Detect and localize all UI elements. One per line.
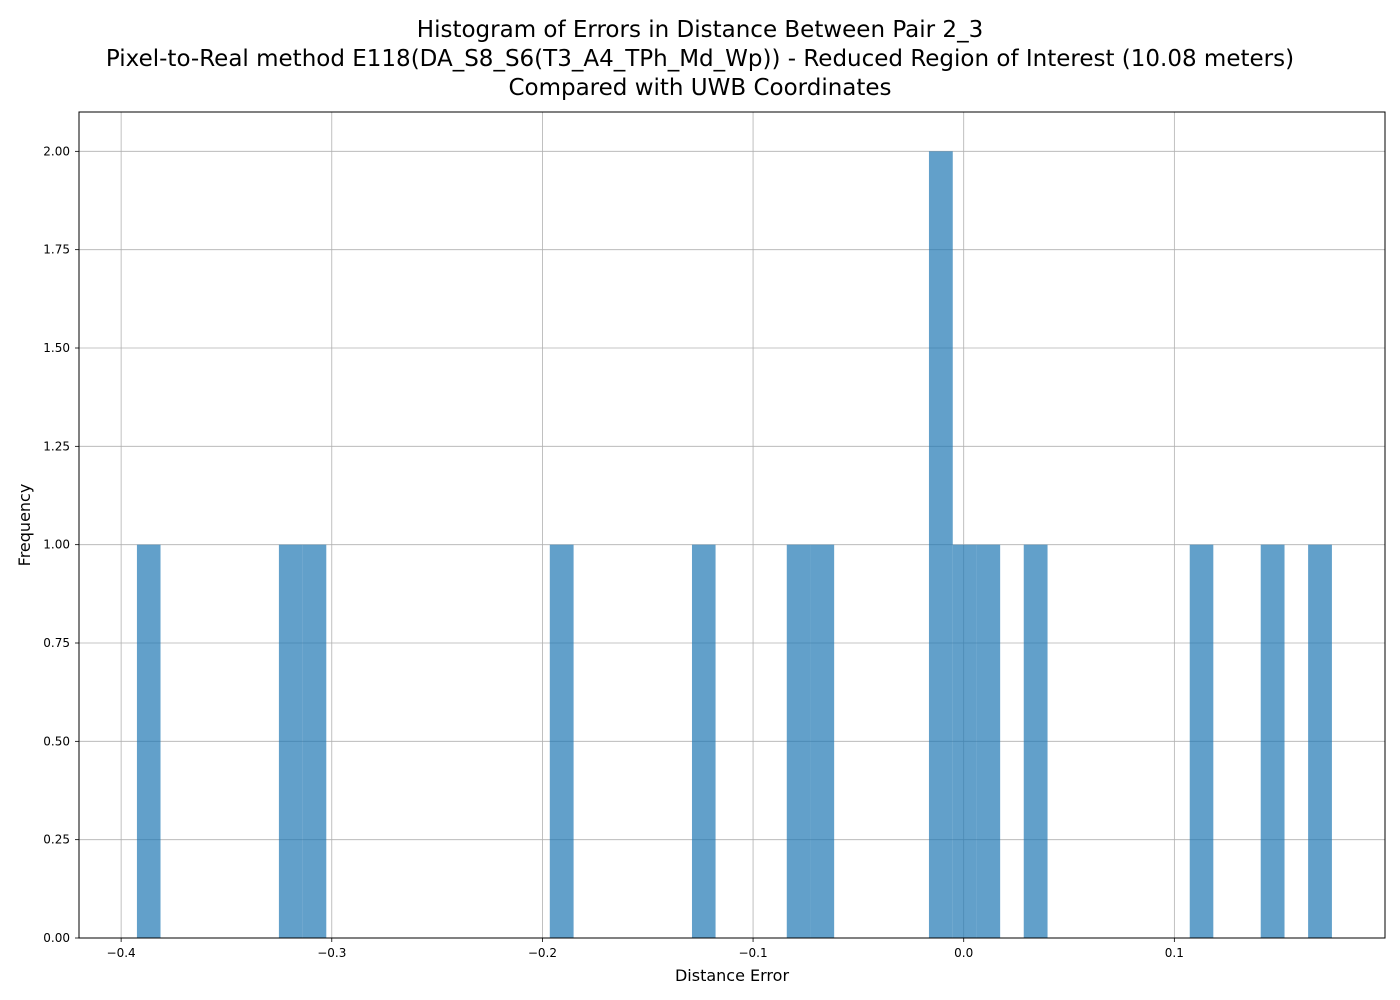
bars-layer: [136, 151, 1332, 939]
histogram-bar: [1189, 544, 1214, 938]
histogram-bar: [1260, 544, 1285, 938]
y-axis-label: Frequency: [15, 484, 34, 567]
histogram-bar: [976, 544, 1001, 938]
y-tick-label: 0.00: [43, 931, 70, 945]
y-tick-label: 2.00: [43, 144, 70, 158]
x-tick-label: −0.3: [317, 946, 346, 960]
x-tick-label: −0.1: [738, 946, 767, 960]
grid-layer: [79, 112, 1385, 939]
x-tick-label: −0.2: [528, 946, 557, 960]
chart-title-line-2: Pixel-to-Real method E118(DA_S8_S6(T3_A4…: [105, 46, 1295, 72]
chart-title-line-3: Compared with UWB Coordinates: [508, 75, 892, 101]
y-tick-label: 1.25: [43, 439, 70, 453]
y-tick-label: 0.50: [43, 734, 70, 748]
y-tick-label: 1.75: [43, 243, 70, 257]
histogram-bar: [136, 544, 161, 938]
histogram-bar: [810, 544, 835, 938]
x-axis-label: Distance Error: [675, 966, 789, 985]
ticks-layer: −0.4 −0.3 −0.2 −0.1 0.0 0.1 0.00 0.25 0.50 0.75 1.…: [43, 144, 1184, 960]
y-tick-label: 1.50: [43, 341, 70, 355]
histogram-bar: [1023, 544, 1048, 938]
x-tick-label: −0.4: [107, 946, 136, 960]
y-tick-label: 1.00: [43, 538, 70, 552]
histogram-bar: [278, 544, 303, 938]
histogram-bar: [928, 151, 953, 939]
x-tick-label: 0.1: [1165, 946, 1184, 960]
chart-title-line-1: Histogram of Errors in Distance Between …: [416, 17, 984, 43]
histogram-bar: [302, 544, 327, 938]
x-tick-label: 0.0: [954, 946, 973, 960]
y-tick-label: 0.25: [43, 833, 70, 847]
histogram-bar: [691, 544, 716, 938]
histogram-bar: [549, 544, 574, 938]
y-tick-label: 0.75: [43, 636, 70, 650]
histogram-bar: [952, 544, 977, 938]
histogram-bar: [786, 544, 811, 938]
histogram-bar: [1308, 544, 1332, 938]
plot-frame: [78, 111, 1386, 939]
